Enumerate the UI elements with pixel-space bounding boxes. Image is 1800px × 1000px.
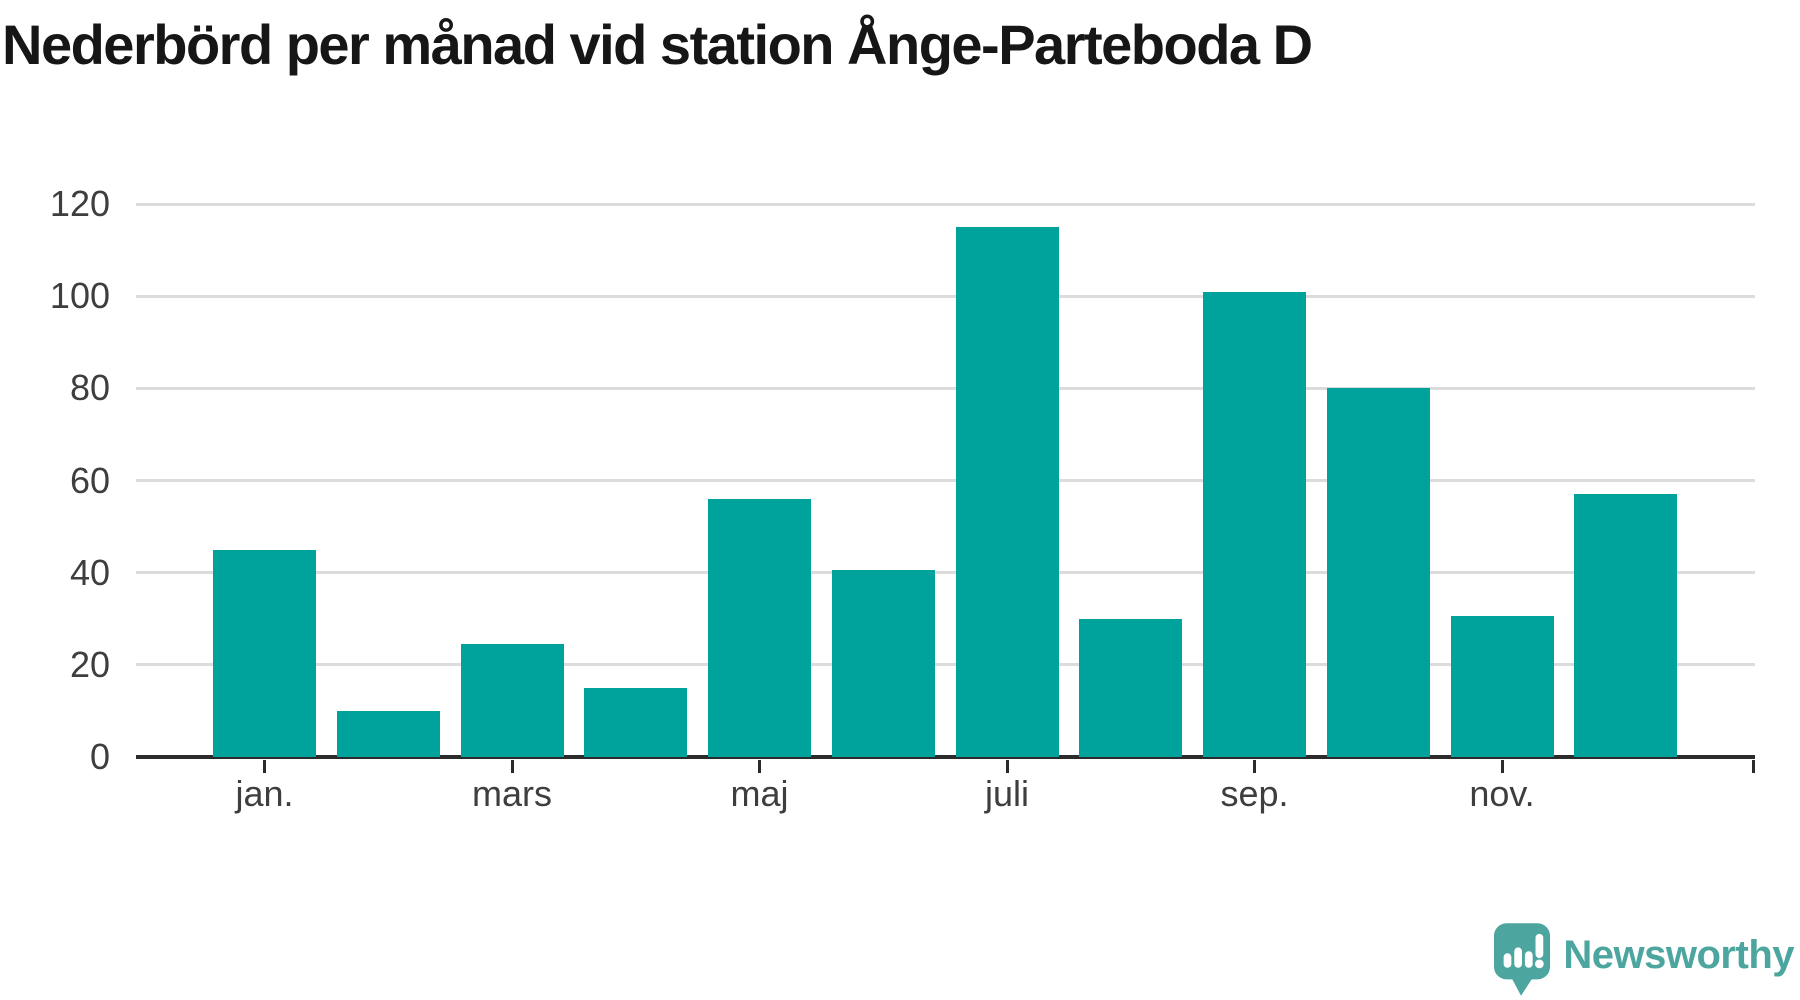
x-axis-tick — [758, 760, 761, 773]
bar-chart-speech-bubble-icon — [1494, 923, 1551, 996]
gridline — [136, 294, 1755, 298]
brand-logo-text: Newsworthy — [1563, 933, 1794, 977]
gridline — [136, 571, 1755, 575]
bar-aug. — [1079, 618, 1183, 757]
x-tick-label: maj — [730, 773, 789, 814]
bar-nov. — [1450, 616, 1554, 757]
bar-dec. — [1574, 494, 1678, 757]
bar-feb. — [336, 710, 440, 757]
plot-area — [136, 202, 1755, 773]
y-tick-label: 40 — [69, 551, 110, 593]
y-tick-label: 0 — [89, 736, 110, 777]
bar-juni — [831, 570, 935, 757]
y-tick-label: 20 — [69, 643, 110, 685]
x-tick-label: nov. — [1469, 773, 1535, 814]
gridline — [136, 386, 1755, 390]
x-axis-tick — [1253, 760, 1256, 773]
y-tick-label: 120 — [49, 183, 110, 224]
bar-jan. — [213, 549, 316, 757]
brand-logo: Newsworthy — [1493, 922, 1794, 998]
gridline — [136, 202, 1755, 206]
x-axis-tick — [1500, 760, 1504, 773]
y-tick-label: 60 — [69, 459, 110, 501]
x-tick-label: sep. — [1220, 773, 1289, 814]
bar-mars — [460, 644, 564, 757]
x-axis-tick — [263, 760, 266, 773]
gridline — [136, 663, 1755, 667]
bar-sep. — [1203, 291, 1306, 757]
y-tick-label: 80 — [69, 367, 110, 409]
chart-title: Nederbörd per månad vid station Ånge-Par… — [2, 13, 1313, 76]
x-tick-label: mars — [472, 773, 552, 814]
bar-maj — [708, 498, 811, 757]
x-axis-tick — [1005, 760, 1009, 773]
x-axis-tick — [510, 760, 514, 773]
bar-juli — [955, 227, 1059, 757]
bar-apr. — [584, 687, 688, 757]
x-tick-label: jan. — [235, 773, 294, 814]
bar-okt. — [1326, 388, 1430, 757]
x-axis-end-tick — [1752, 760, 1755, 773]
y-tick-label: 100 — [49, 275, 110, 317]
x-tick-label: juli — [984, 773, 1029, 814]
x-axis-line — [136, 755, 1755, 759]
gridline — [136, 479, 1755, 482]
